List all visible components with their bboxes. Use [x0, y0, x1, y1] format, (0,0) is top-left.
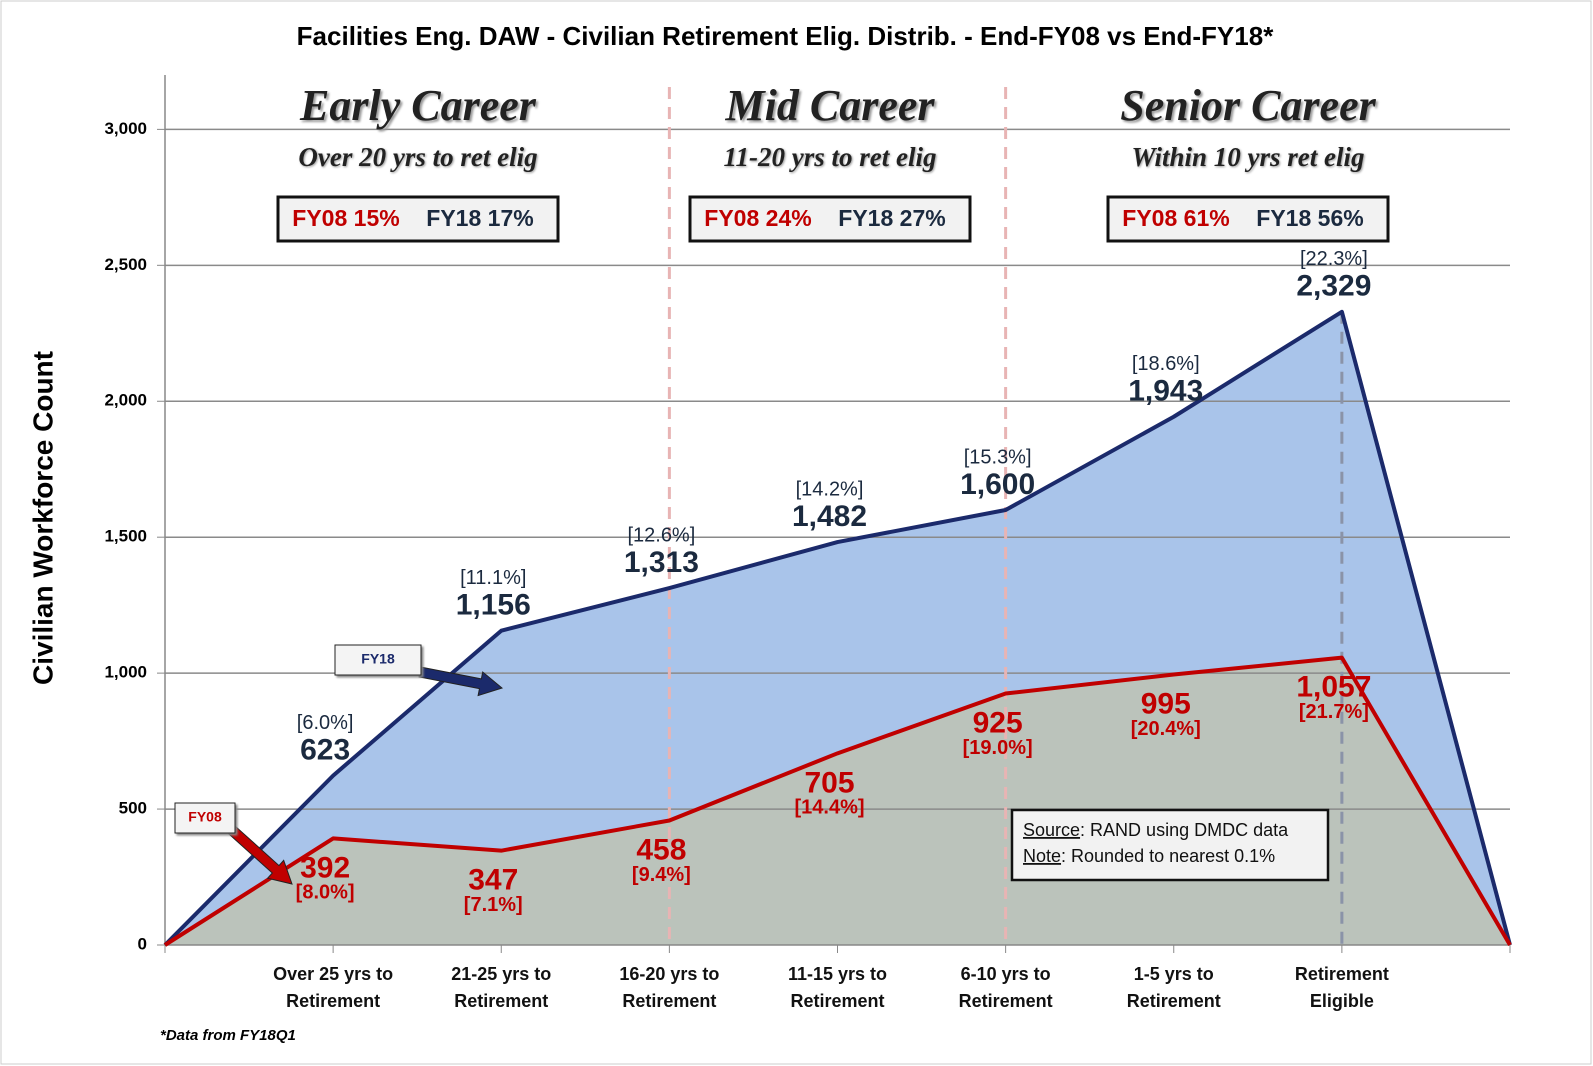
- y-tick-label: 2,000: [104, 391, 147, 410]
- percent-label: [9.4%]: [632, 864, 691, 886]
- value-label: 392: [300, 851, 350, 884]
- section-box: [276, 195, 560, 243]
- text-part: Source: [1023, 820, 1080, 840]
- section-fy18: FY18 27%: [838, 205, 945, 231]
- callout-box: [174, 802, 236, 834]
- percent-label: [15.3%]: [964, 446, 1032, 468]
- x-tick-label: 16-20 yrs to Retirement: [619, 964, 720, 1011]
- callout-arrow: [418, 666, 504, 697]
- value-label: 2,329: [1296, 270, 1371, 303]
- percent-label: [14.4%]: [794, 797, 864, 819]
- percent-label: [20.4%]: [1131, 718, 1201, 740]
- section-fy08: FY08 24%: [704, 205, 811, 231]
- footnote: *Data from FY18Q1: [160, 1027, 296, 1044]
- percent-label: [8.0%]: [296, 882, 355, 904]
- callout-arrow: [227, 825, 293, 885]
- value-label: 1,057: [1296, 671, 1371, 704]
- x-tick-label: Over 25 yrs to Retirement: [273, 964, 394, 1011]
- percent-label: [14.2%]: [796, 478, 864, 500]
- value-label: 1,600: [960, 468, 1035, 501]
- legend-label: FY08: [188, 809, 222, 825]
- x-tick-label: 21-25 yrs to Retirement: [451, 964, 552, 1011]
- percent-label: [19.0%]: [963, 737, 1033, 759]
- value-label: 925: [973, 706, 1023, 739]
- section-title: Early Career: [299, 81, 537, 130]
- x-tick-label: 1-5 yrs to Retirement: [1126, 964, 1221, 1011]
- value-label: 1,482: [792, 500, 867, 533]
- line: [163, 309, 1512, 947]
- section-subtitle: 11-20 yrs to ret elig: [724, 142, 937, 172]
- chart-title: Facilities Eng. DAW - Civilian Retiremen…: [297, 21, 1275, 51]
- text-part: : Rounded to nearest 0.1%: [1061, 846, 1275, 866]
- text-part: Note: [1023, 846, 1061, 866]
- callout-box: [334, 644, 422, 676]
- y-tick-label: 0: [138, 934, 147, 953]
- section-box: [1106, 195, 1390, 243]
- section-fy08: FY08 15%: [292, 205, 399, 231]
- percent-label: [22.3%]: [1300, 248, 1368, 270]
- line: [163, 655, 1512, 947]
- value-label: 705: [804, 766, 854, 799]
- x-tick-label: Retirement Eligible: [1294, 964, 1389, 1011]
- section-fy18: FY18 17%: [426, 205, 533, 231]
- percent-label: [7.1%]: [464, 894, 523, 916]
- section-subtitle: Within 10 yrs ret elig: [1131, 142, 1364, 172]
- percent-label: [21.7%]: [1299, 701, 1369, 723]
- value-label: 347: [468, 864, 518, 897]
- section-fy18: FY18 56%: [1256, 205, 1363, 231]
- y-tick-label: 2,500: [104, 255, 147, 274]
- y-tick-label: 500: [119, 799, 147, 818]
- percent-label: [12.6%]: [627, 524, 695, 546]
- value-label: 1,943: [1128, 375, 1203, 408]
- value-label: 1,156: [456, 589, 531, 622]
- y-tick-label: 1,500: [104, 527, 147, 546]
- text-part: : RAND using DMDC data: [1080, 820, 1289, 840]
- y-axis-label: Civilian Workforce Count: [27, 351, 58, 685]
- source-box: [1010, 808, 1330, 882]
- value-label: 1,313: [624, 546, 699, 579]
- section-title: Mid Career: [725, 81, 936, 130]
- y-tick-label: 1,000: [104, 663, 147, 682]
- legend-label: FY18: [361, 651, 395, 667]
- section-box: [688, 195, 972, 243]
- percent-label: [6.0%]: [297, 712, 354, 734]
- section-fy08: FY08 61%: [1122, 205, 1229, 231]
- value-label: 623: [300, 734, 350, 767]
- note: Note: Rounded to nearest 0.1%: [1023, 846, 1275, 866]
- x-tick-label: 11-15 yrs to Retirement: [787, 964, 888, 1011]
- value-label: 995: [1141, 687, 1191, 720]
- source: Source: RAND using DMDC data: [1023, 820, 1289, 840]
- x-tick-label: 6-10 yrs to Retirement: [958, 964, 1053, 1011]
- section-subtitle: Over 20 yrs to ret elig: [298, 142, 537, 172]
- value-label: 458: [636, 833, 686, 866]
- y-tick-label: 3,000: [104, 119, 147, 138]
- section-title: Senior Career: [1120, 81, 1376, 130]
- percent-label: [18.6%]: [1132, 353, 1200, 375]
- percent-label: [11.1%]: [460, 567, 526, 589]
